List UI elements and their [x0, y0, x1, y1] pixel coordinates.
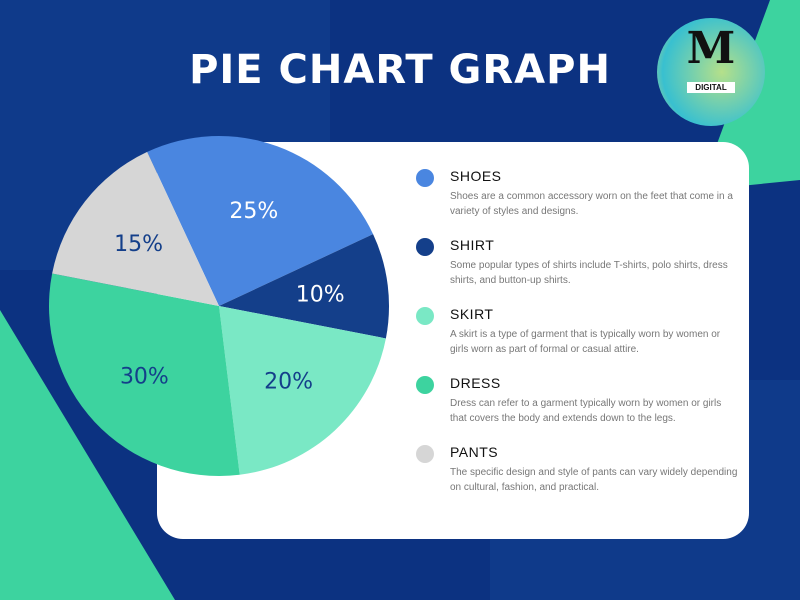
legend-color-dot	[416, 445, 434, 463]
logo-text: DIGITAL	[687, 82, 735, 93]
legend-description: Shoes are a common accessory worn on the…	[450, 191, 733, 217]
slice-label-pants: 15%	[114, 232, 163, 257]
legend-color-dot	[416, 169, 434, 187]
legend: SHOES Shoes are a common accessory worn …	[416, 166, 746, 511]
legend-name: DRESS	[450, 375, 501, 391]
slice-label-shoes: 25%	[229, 199, 278, 224]
pie-slice-shoes	[147, 136, 374, 306]
bg-green-triangle-bottom	[0, 310, 175, 600]
legend-name: SHOES	[450, 168, 502, 184]
logo-letter: M	[686, 23, 736, 74]
legend-item: SHIRT Some popular types of shirts inclu…	[416, 235, 746, 288]
legend-description: A skirt is a type of garment that is typ…	[450, 329, 721, 355]
pie-slice-shirt	[219, 234, 389, 339]
legend-item: SKIRT A skirt is a type of garment that …	[416, 304, 746, 357]
legend-description: Dress can refer to a garment typically w…	[450, 398, 722, 424]
legend-description: The specific design and style of pants c…	[450, 467, 738, 493]
legend-name: PANTS	[450, 444, 499, 460]
pie-slice-pants	[52, 151, 219, 306]
slice-label-shirt: 10%	[296, 283, 345, 308]
pie-slice-skirt	[219, 306, 386, 475]
legend-color-dot	[416, 376, 434, 394]
logo: M DIGITAL	[657, 18, 765, 126]
legend-color-dot	[416, 238, 434, 256]
legend-name: SKIRT	[450, 306, 494, 322]
pie-slice-dress	[48, 273, 240, 477]
legend-description: Some popular types of shirts include T-s…	[450, 260, 728, 286]
legend-item: PANTS The specific design and style of p…	[416, 442, 746, 495]
page-title: PIE CHART GRAPH	[189, 47, 611, 93]
legend-item: SHOES Shoes are a common accessory worn …	[416, 166, 746, 219]
legend-item: DRESS Dress can refer to a garment typic…	[416, 373, 746, 426]
slice-label-dress: 30%	[120, 365, 169, 390]
slice-label-skirt: 20%	[264, 370, 313, 395]
legend-color-dot	[416, 307, 434, 325]
legend-name: SHIRT	[450, 237, 495, 253]
